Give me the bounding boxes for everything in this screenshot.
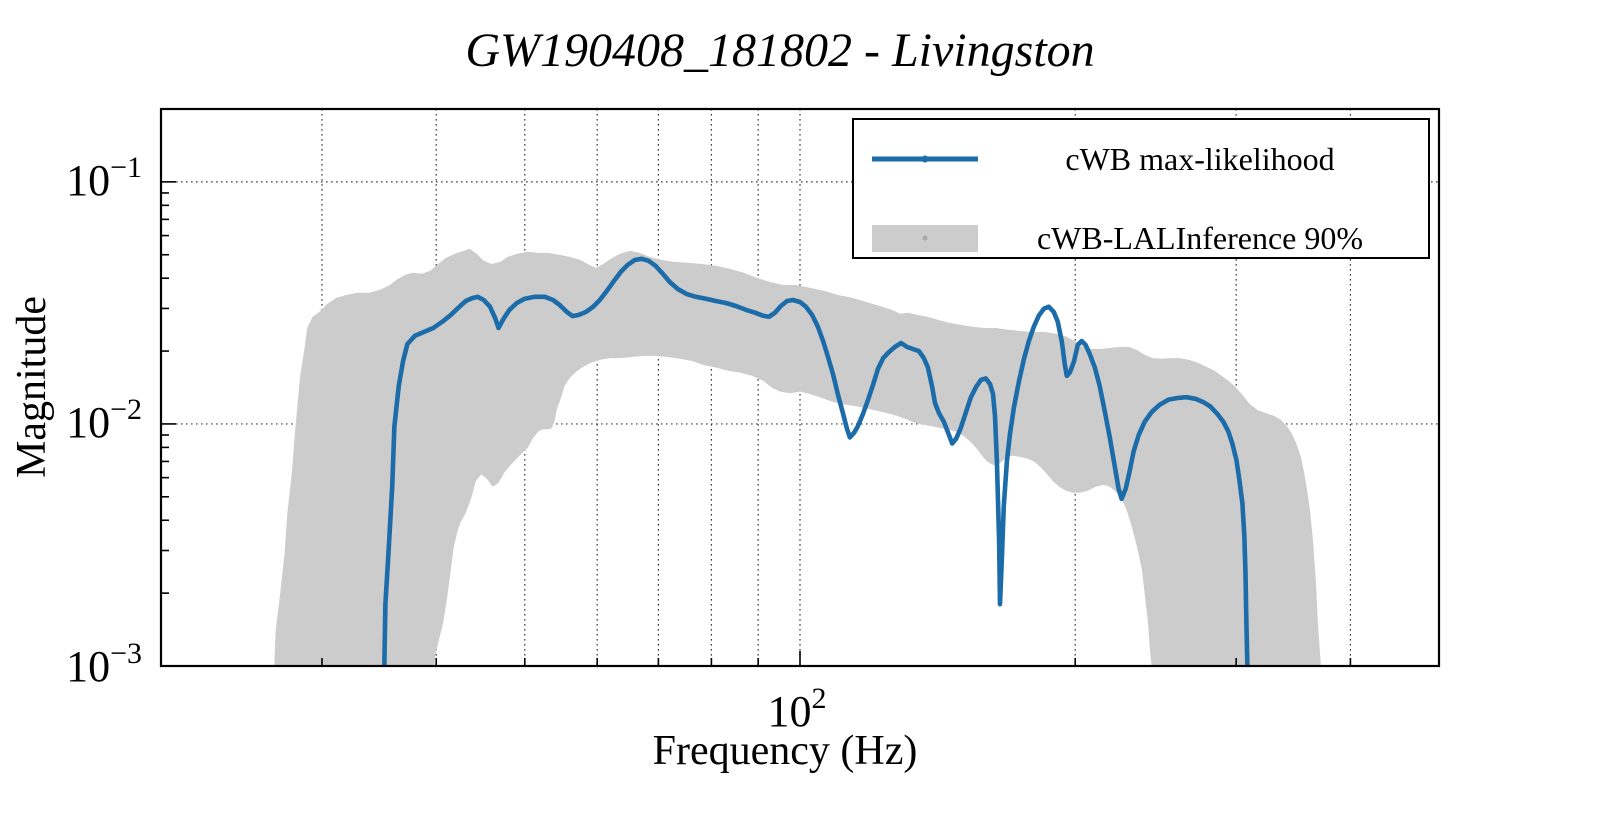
x-tick-base: 10	[768, 687, 812, 736]
legend-band-marker-dot	[922, 235, 928, 241]
y-tick-label-0.1: 10−1	[66, 151, 142, 205]
y-tick-exponent: −3	[110, 637, 142, 670]
y-tick-base: 10	[66, 642, 110, 691]
chart-title: GW190408_181802 - Livingston	[465, 24, 1094, 77]
y-tick-label-0.001: 10−3	[66, 637, 142, 691]
y-axis-title: Magnitude	[9, 296, 55, 478]
x-tick-label-100: 102	[768, 682, 827, 736]
axis-ticks	[161, 181, 1352, 667]
plot-border	[159, 107, 1441, 668]
x-axis-title: Frequency (Hz)	[653, 728, 918, 774]
legend: cWB max-likelihood cWB-LALInference 90%	[852, 118, 1430, 259]
y-tick-exponent: −1	[110, 151, 142, 184]
legend-line-marker-dot	[921, 155, 929, 163]
y-tick-label-0.01: 10−2	[66, 393, 142, 447]
legend-entry-line-label: cWB max-likelihood	[1065, 141, 1334, 177]
y-tick-exponent: −2	[110, 393, 142, 426]
max-likelihood-curve	[382, 256, 1250, 667]
confidence-band-area	[274, 248, 1321, 667]
legend-entry-band-label: cWB-LALInference 90%	[1037, 220, 1363, 256]
y-tick-base: 10	[66, 156, 110, 205]
y-tick-base: 10	[66, 398, 110, 447]
x-tick-exponent: 2	[812, 682, 827, 715]
